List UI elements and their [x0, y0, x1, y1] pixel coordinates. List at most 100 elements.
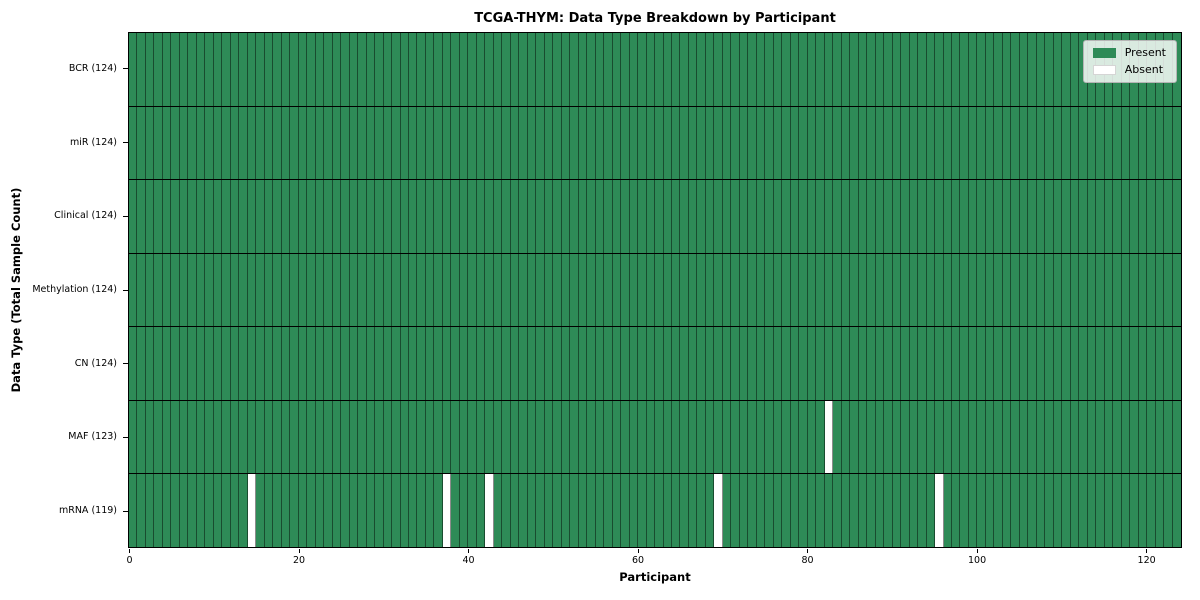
cell-mRNA-p42-absent [485, 474, 494, 548]
cell-MAF-p72-present [739, 400, 749, 474]
cell-Clinical-p9-present [205, 180, 214, 253]
cell-mRNA-p52-present [570, 474, 579, 548]
cell-BCR-p14-present [247, 33, 257, 106]
cell-MAF-p20-present [298, 400, 308, 474]
cell-Clinical-p38-present [451, 180, 460, 253]
cell-Clinical-p22-present [315, 180, 325, 253]
cell-miR-p35-present [425, 106, 435, 180]
cell-miR-p72-present [739, 106, 749, 180]
cell-CN-p92-present [909, 327, 919, 400]
cell-miR-p21-present [307, 106, 316, 180]
cell-MAF-p2-present [145, 400, 155, 474]
cell-Clinical-p87-present [867, 180, 876, 253]
cell-miR-p123-present [1172, 106, 1181, 180]
cell-CN-p4-present [162, 327, 172, 400]
cell-mRNA-p97-present [951, 474, 961, 548]
cell-miR-p26-present [349, 106, 359, 180]
cell-Methylation-p56-present [604, 253, 613, 327]
cell-miR-p111-present [1070, 106, 1080, 180]
cell-BCR-p71-present [731, 33, 740, 106]
y-tick-mark-Clinical [123, 215, 128, 217]
cell-BCR-p84-present [841, 33, 851, 106]
cell-CN-p117-present [1121, 327, 1131, 400]
cell-miR-p56-present [604, 106, 613, 180]
y-tick-mark-mRNA [123, 510, 128, 512]
cell-MAF-p61-present [646, 400, 656, 474]
cell-mRNA-p37-absent [442, 474, 452, 548]
cell-BCR-p100-present [977, 33, 986, 106]
cell-miR-p81-present [816, 106, 825, 180]
cell-Clinical-p95-present [935, 180, 944, 253]
cell-Clinical-p29-present [375, 180, 384, 253]
cell-Methylation-p12-present [230, 253, 240, 327]
cell-BCR-p99-present [968, 33, 978, 106]
cell-Methylation-p72-present [739, 253, 749, 327]
cell-miR-p57-present [612, 106, 622, 180]
cell-CN-p114-present [1096, 327, 1105, 400]
cell-MAF-p6-present [179, 400, 189, 474]
cell-MAF-p113-present [1087, 400, 1097, 474]
cell-miR-p66-present [688, 106, 698, 180]
cell-mRNA-p46-present [519, 474, 528, 548]
x-tick-label-60: 60 [632, 555, 645, 566]
cell-miR-p109-present [1053, 106, 1063, 180]
cell-Methylation-p42-present [485, 253, 494, 327]
cell-BCR-p55-present [595, 33, 605, 106]
cell-BCR-p59-present [629, 33, 639, 106]
cell-Clinical-p8-present [196, 180, 206, 253]
cell-CN-p100-present [977, 327, 986, 400]
cell-Methylation-p48-present [536, 253, 545, 327]
cell-MAF-p101-present [985, 400, 995, 474]
cell-mRNA-p13-present [239, 474, 248, 548]
cell-Clinical-p96-present [943, 180, 952, 253]
cell-Methylation-p78-present [790, 253, 800, 327]
cell-Methylation-p60-present [638, 253, 647, 327]
cell-CN-p24-present [332, 327, 342, 400]
cell-miR-p36-present [434, 106, 443, 180]
cell-BCR-p23-present [324, 33, 333, 106]
cell-MAF-p91-present [901, 400, 910, 474]
cell-Methylation-p34-present [417, 253, 426, 327]
cell-BCR-p28-present [366, 33, 376, 106]
cell-miR-p105-present [1019, 106, 1029, 180]
cell-MAF-p22-present [315, 400, 325, 474]
cell-Methylation-p52-present [570, 253, 579, 327]
cell-MAF-p86-present [858, 400, 868, 474]
cell-Methylation-p2-present [145, 253, 155, 327]
cell-MAF-p105-present [1019, 400, 1029, 474]
cell-miR-p61-present [646, 106, 656, 180]
cell-mRNA-p92-present [909, 474, 919, 548]
cell-Methylation-p58-present [621, 253, 630, 327]
cell-BCR-p57-present [612, 33, 622, 106]
cell-MAF-p7-present [188, 400, 197, 474]
cell-BCR-p48-present [536, 33, 545, 106]
cell-MAF-p42-present [485, 400, 494, 474]
cell-Methylation-p114-present [1096, 253, 1105, 327]
cell-mRNA-p111-present [1070, 474, 1080, 548]
cell-Methylation-p104-present [1011, 253, 1020, 327]
cell-CN-p34-present [417, 327, 426, 400]
cell-miR-p16-present [264, 106, 274, 180]
cell-MAF-p64-present [672, 400, 681, 474]
cell-BCR-p19-present [290, 33, 299, 106]
cell-BCR-p46-present [519, 33, 528, 106]
cell-Clinical-p45-present [510, 180, 520, 253]
cell-MAF-p118-present [1130, 400, 1139, 474]
cell-MAF-p12-present [230, 400, 240, 474]
cell-Methylation-p38-present [451, 253, 460, 327]
cell-MAF-p71-present [731, 400, 740, 474]
cell-Clinical-p81-present [816, 180, 825, 253]
cell-MAF-p26-present [349, 400, 359, 474]
cell-Methylation-p123-present [1172, 253, 1181, 327]
cell-MAF-p28-present [366, 400, 376, 474]
cell-Methylation-p8-present [196, 253, 206, 327]
cell-Methylation-p81-present [816, 253, 825, 327]
cell-BCR-p80-present [807, 33, 817, 106]
cell-Methylation-p69-present [714, 253, 723, 327]
cell-miR-p113-present [1087, 106, 1097, 180]
cell-MAF-p25-present [341, 400, 350, 474]
cell-mRNA-p116-present [1113, 474, 1122, 548]
cell-mRNA-p61-present [646, 474, 656, 548]
cell-mRNA-p91-present [901, 474, 910, 548]
cell-mRNA-p43-present [493, 474, 503, 548]
